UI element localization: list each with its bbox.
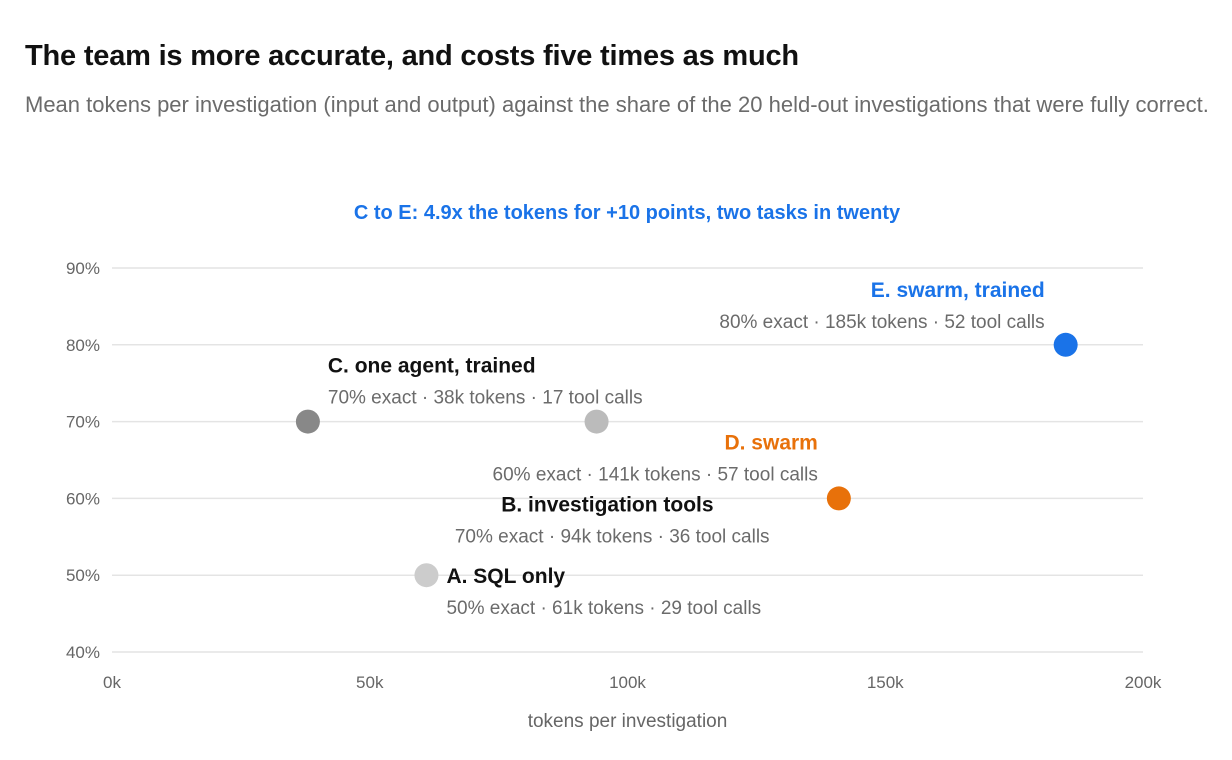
y-tick-label: 50% bbox=[66, 566, 100, 585]
x-axis-title: tokens per investigation bbox=[528, 711, 728, 732]
point-c-detail: 70% exact · 38k tokens · 17 tool calls bbox=[328, 388, 643, 409]
point-b bbox=[584, 409, 609, 434]
point-a-name: A. SQL only bbox=[446, 565, 565, 588]
chart-annotation: C to E: 4.9x the tokens for +10 points, … bbox=[353, 202, 901, 224]
point-labels: A. SQL only 50% exact · 61k tokens · 29 t… bbox=[328, 279, 1045, 619]
x-tick-label: 200k bbox=[1125, 673, 1162, 692]
y-tick-label: 40% bbox=[66, 643, 100, 662]
x-tick-label: 150k bbox=[867, 673, 904, 692]
chart-subtitle: Mean tokens per investigation (input and… bbox=[25, 92, 1209, 117]
point-e-detail: 80% exact · 185k tokens · 52 tool calls bbox=[719, 312, 1044, 333]
point-e bbox=[1053, 332, 1078, 357]
point-b-detail: 70% exact · 94k tokens · 36 tool calls bbox=[455, 527, 770, 548]
data-points bbox=[295, 332, 1078, 588]
point-d-detail: 60% exact · 141k tokens · 57 tool calls bbox=[493, 464, 818, 485]
point-e-name: E. swarm, trained bbox=[871, 279, 1045, 302]
x-axis-ticks: 0k 50k 100k 150k 200k bbox=[103, 673, 1162, 692]
y-axis-ticks: 40% 50% 60% 70% 80% 90% bbox=[66, 259, 100, 662]
gridlines bbox=[112, 267, 1143, 653]
y-tick-label: 70% bbox=[66, 413, 100, 432]
point-c bbox=[295, 409, 320, 434]
y-tick-label: 60% bbox=[66, 489, 100, 508]
point-d bbox=[826, 486, 851, 511]
point-a-detail: 50% exact · 61k tokens · 29 tool calls bbox=[446, 598, 761, 619]
x-tick-label: 0k bbox=[103, 673, 121, 692]
point-c-name: C. one agent, trained bbox=[328, 355, 536, 378]
point-a bbox=[414, 563, 439, 588]
x-tick-label: 100k bbox=[609, 673, 646, 692]
y-tick-label: 90% bbox=[66, 259, 100, 278]
x-tick-label: 50k bbox=[356, 673, 384, 692]
chart-title: The team is more accurate, and costs fiv… bbox=[25, 40, 799, 72]
point-d-name: D. swarm bbox=[724, 431, 817, 454]
y-tick-label: 80% bbox=[66, 336, 100, 355]
point-b-name: B. investigation tools bbox=[501, 494, 713, 517]
